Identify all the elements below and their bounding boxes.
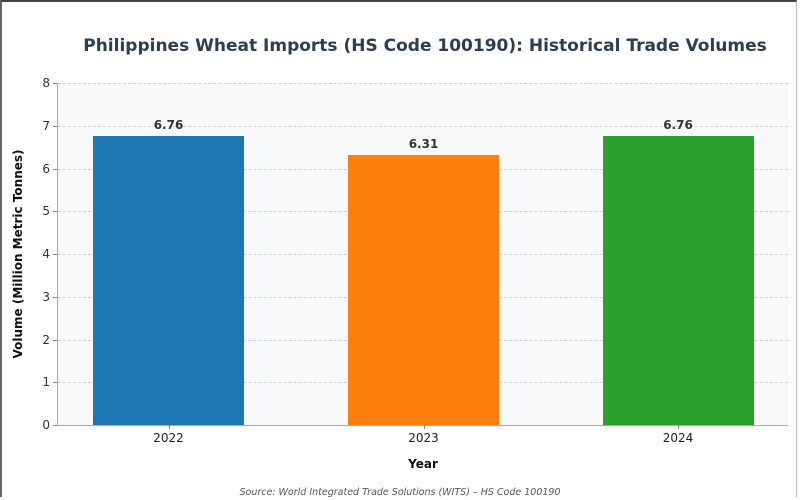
y-tick-label: 7	[42, 118, 50, 133]
source-note: Source: World Integrated Trade Solutions…	[239, 487, 561, 498]
x-tick-mark	[168, 425, 170, 429]
y-tick-mark	[53, 125, 57, 127]
y-tick-label: 8	[42, 76, 50, 90]
x-tick-mark	[678, 425, 679, 429]
x-axis-label: Year	[408, 457, 438, 471]
bar-value-label: 6.31	[408, 137, 439, 152]
y-tick-label: 5	[42, 204, 50, 219]
bar-2023	[348, 155, 499, 425]
y-tick-mark	[53, 254, 57, 255]
bar-value-label: 6.76	[153, 118, 184, 132]
x-axis-line	[57, 425, 788, 426]
x-tick-label: 2023	[408, 431, 439, 445]
y-tick-mark	[53, 83, 57, 84]
y-tick-label: 3	[42, 289, 50, 304]
gridline	[58, 83, 788, 84]
y-tick-mark	[53, 211, 57, 213]
y-tick-mark	[53, 296, 57, 298]
x-tick-label: 2024	[662, 431, 694, 445]
bar-2022	[93, 136, 244, 425]
y-tick-mark	[53, 339, 57, 341]
y-tick-mark	[53, 382, 57, 384]
y-tick-label: 0	[42, 418, 50, 432]
chart-title: Philippines Wheat Imports (HS Code 10019…	[83, 36, 767, 56]
y-axis-label: Volume (Million Metric Tonnes)	[11, 149, 25, 359]
y-tick-label: 4	[42, 247, 50, 261]
y-tick-mark	[53, 168, 57, 170]
bar-value-label: 6.76	[663, 118, 693, 132]
y-axis-line	[57, 83, 58, 426]
plot-area: 6.76 6.31 6.76	[58, 83, 788, 425]
y-tick-label: 2	[42, 332, 50, 347]
x-tick-mark	[423, 425, 425, 429]
y-tick-label: 1	[42, 375, 50, 390]
bar-2024	[602, 136, 754, 425]
x-tick-label: 2022	[153, 431, 184, 445]
y-tick-label: 6	[42, 161, 50, 176]
gridline	[58, 125, 788, 127]
y-tick-mark	[53, 425, 57, 426]
